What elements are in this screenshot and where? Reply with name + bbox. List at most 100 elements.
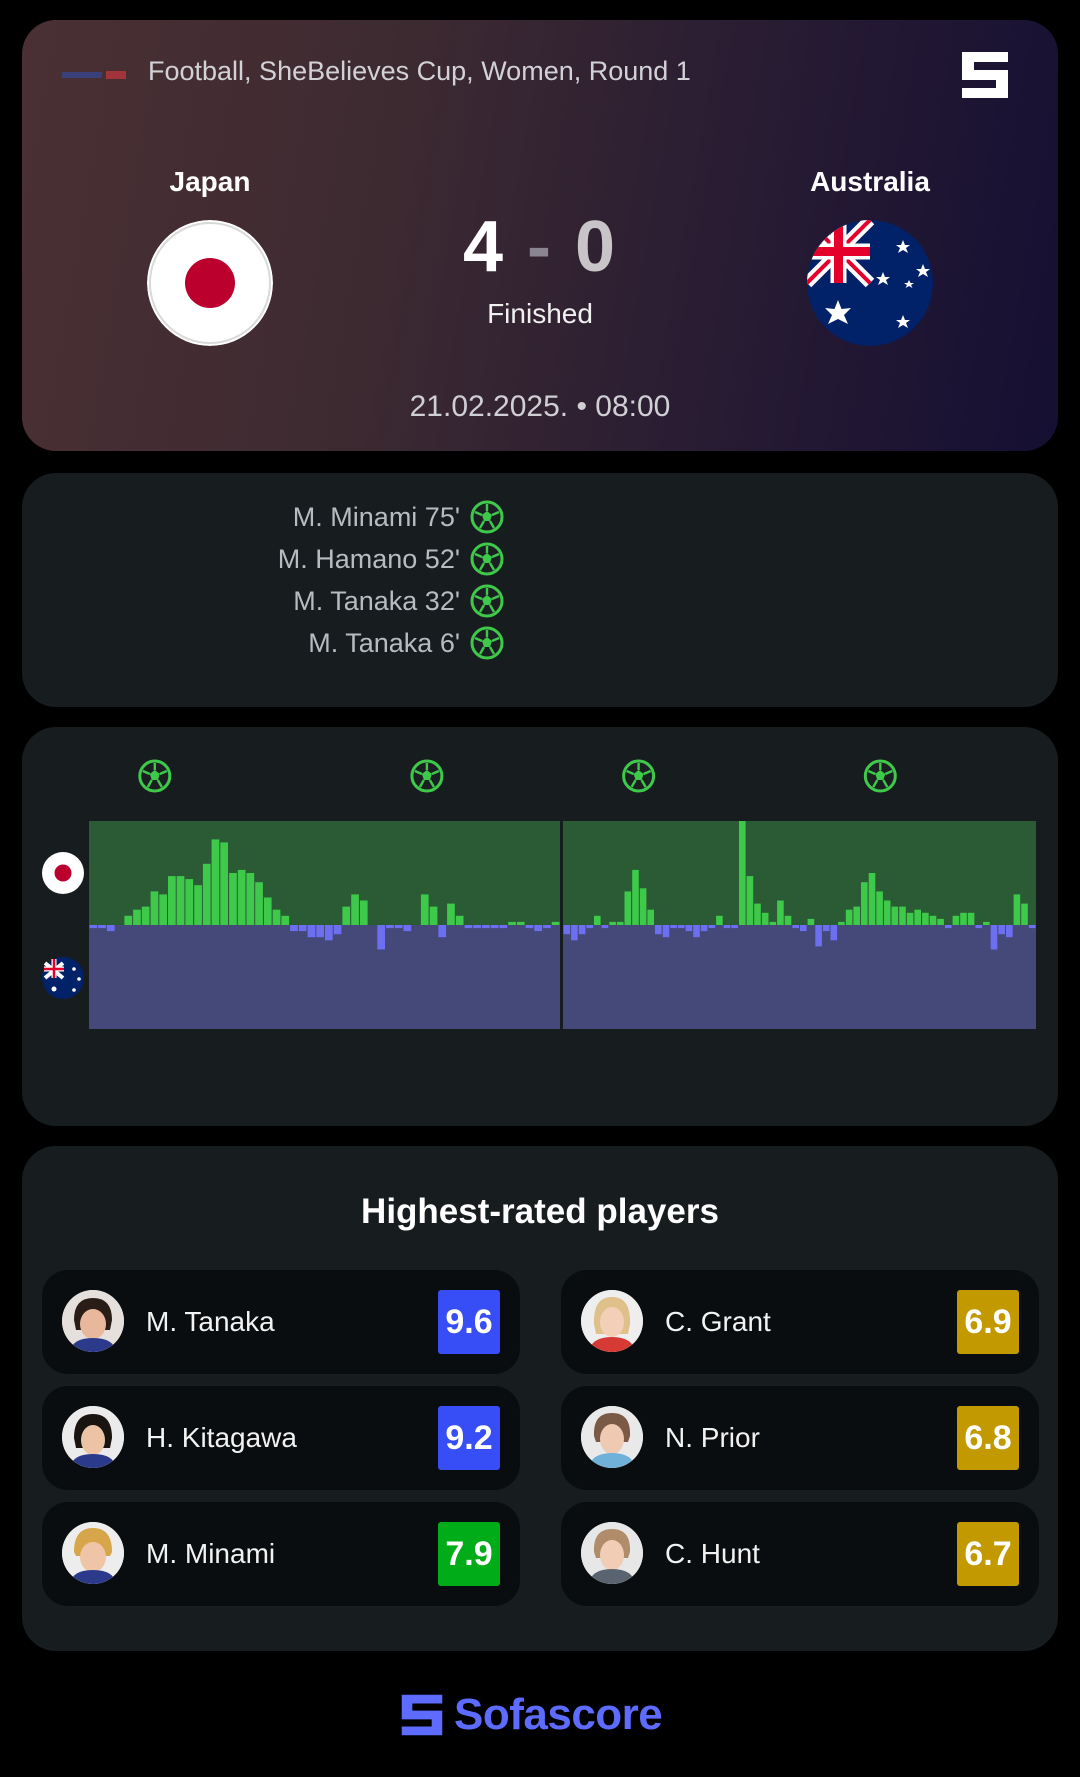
- momentum-bar: [876, 891, 883, 925]
- japan-flag-icon[interactable]: [147, 220, 273, 346]
- momentum-bar: [359, 900, 368, 925]
- player-rating: 6.7: [957, 1522, 1019, 1586]
- momentum-bar: [473, 925, 481, 929]
- goal-marker-icon[interactable]: [863, 759, 897, 793]
- home-team-name[interactable]: Japan: [169, 166, 251, 197]
- momentum-bar: [792, 925, 799, 929]
- player-rating: 9.2: [438, 1406, 500, 1470]
- sofascore-logo-icon: [401, 1694, 443, 1736]
- goal-item[interactable]: M. Hamano 52': [278, 539, 504, 579]
- momentum-bar: [601, 925, 609, 929]
- halftime-divider: [560, 821, 563, 1029]
- momentum-bar: [237, 869, 246, 925]
- momentum-bar: [967, 912, 975, 925]
- player-avatar: [62, 1290, 124, 1352]
- momentum-bar: [960, 912, 967, 925]
- momentum-bar: [464, 925, 473, 929]
- momentum-bar: [830, 925, 838, 941]
- goal-marker-icon[interactable]: [138, 759, 172, 793]
- momentum-bar: [983, 921, 990, 925]
- momentum-bar: [168, 876, 176, 925]
- japan-flag-icon: [42, 852, 84, 894]
- momentum-bar: [534, 925, 542, 932]
- momentum-bar: [899, 906, 906, 925]
- momentum-bar: [1021, 903, 1028, 925]
- momentum-bar: [386, 925, 394, 929]
- goal-marker-icon[interactable]: [410, 759, 444, 793]
- momentum-bar: [150, 891, 159, 925]
- momentum-bar: [609, 921, 616, 925]
- goal-marker-icon[interactable]: [622, 759, 656, 793]
- goal-item[interactable]: M. Tanaka 6': [308, 623, 504, 663]
- player-card[interactable]: H. Kitagawa 9.2: [42, 1386, 520, 1490]
- momentum-bar: [255, 882, 263, 925]
- goal-item[interactable]: M. Minami 75': [293, 497, 504, 537]
- momentum-bar: [761, 912, 769, 925]
- momentum-bar: [551, 921, 560, 925]
- player-card[interactable]: M. Tanaka 9.6: [42, 1270, 520, 1374]
- football-icon: [470, 542, 504, 576]
- momentum-bar: [563, 925, 571, 935]
- momentum-bar: [594, 915, 601, 925]
- momentum-bar: [290, 925, 298, 932]
- scoreboard: 4 - 0: [382, 206, 698, 288]
- goal-scorer: M. Minami 75': [292, 501, 460, 532]
- momentum-bar: [516, 921, 525, 925]
- match-datetime: 21.02.2025. • 08:00: [409, 390, 671, 423]
- momentum-bar: [499, 925, 508, 929]
- momentum-bar: [670, 925, 677, 929]
- away-team-name[interactable]: Australia: [810, 166, 930, 197]
- momentum-bar: [754, 903, 761, 925]
- away-score: 0: [575, 207, 618, 287]
- momentum-bar: [777, 900, 784, 925]
- section-title: Highest-rated players: [361, 1192, 719, 1231]
- momentum-bar: [632, 869, 639, 925]
- momentum-bar: [176, 876, 185, 925]
- momentum-bar: [723, 925, 731, 929]
- momentum-bar: [543, 925, 551, 929]
- momentum-bar: [815, 925, 822, 947]
- momentum-bar: [351, 894, 359, 925]
- momentum-bar: [307, 925, 316, 938]
- momentum-bar: [800, 925, 807, 932]
- player-card[interactable]: M. Minami 7.9: [42, 1502, 520, 1606]
- momentum-bar: [106, 925, 115, 932]
- player-name: N. Prior: [665, 1422, 760, 1453]
- momentum-bar: [1013, 894, 1021, 925]
- momentum-bar: [922, 912, 929, 925]
- momentum-bar: [185, 879, 194, 925]
- player-card[interactable]: C. Grant 6.9: [561, 1270, 1039, 1374]
- player-avatar: [581, 1290, 643, 1352]
- momentum-bar: [784, 915, 792, 925]
- momentum-bar: [1006, 925, 1013, 938]
- momentum-bar: [447, 903, 455, 925]
- momentum-bar: [662, 925, 670, 938]
- player-avatar: [581, 1522, 643, 1584]
- australia-flag-icon[interactable]: [807, 220, 933, 346]
- player-avatar: [62, 1406, 124, 1468]
- player-card[interactable]: C. Hunt 6.7: [561, 1502, 1039, 1606]
- momentum-bar: [133, 909, 141, 925]
- match-status: Finished: [487, 298, 593, 329]
- momentum-bar: [639, 888, 647, 925]
- momentum-bar: [124, 915, 133, 925]
- goal-item[interactable]: M. Tanaka 32': [293, 581, 504, 621]
- momentum-bar: [194, 885, 202, 925]
- player-card[interactable]: N. Prior 6.8: [561, 1386, 1039, 1490]
- momentum-bar: [272, 909, 281, 925]
- momentum-bar: [845, 909, 853, 925]
- momentum-bar: [677, 925, 685, 929]
- momentum-bar: [508, 921, 516, 925]
- match-header: Football, SheBelieves Cup, Women, Round …: [22, 20, 1058, 451]
- momentum-bar: [868, 873, 876, 925]
- momentum-bar: [945, 925, 952, 929]
- footer-brand[interactable]: Sofascore: [400, 1690, 663, 1740]
- momentum-bar: [159, 894, 167, 925]
- momentum-bar: [906, 912, 914, 925]
- momentum-bar: [490, 925, 499, 929]
- momentum-bar: [211, 839, 220, 925]
- sofascore-logo-icon[interactable]: [960, 50, 1010, 100]
- attack-momentum-chart[interactable]: [22, 727, 1058, 1126]
- competition-name[interactable]: Football, SheBelieves Cup, Women, Round …: [148, 56, 691, 86]
- momentum-bar: [246, 873, 255, 925]
